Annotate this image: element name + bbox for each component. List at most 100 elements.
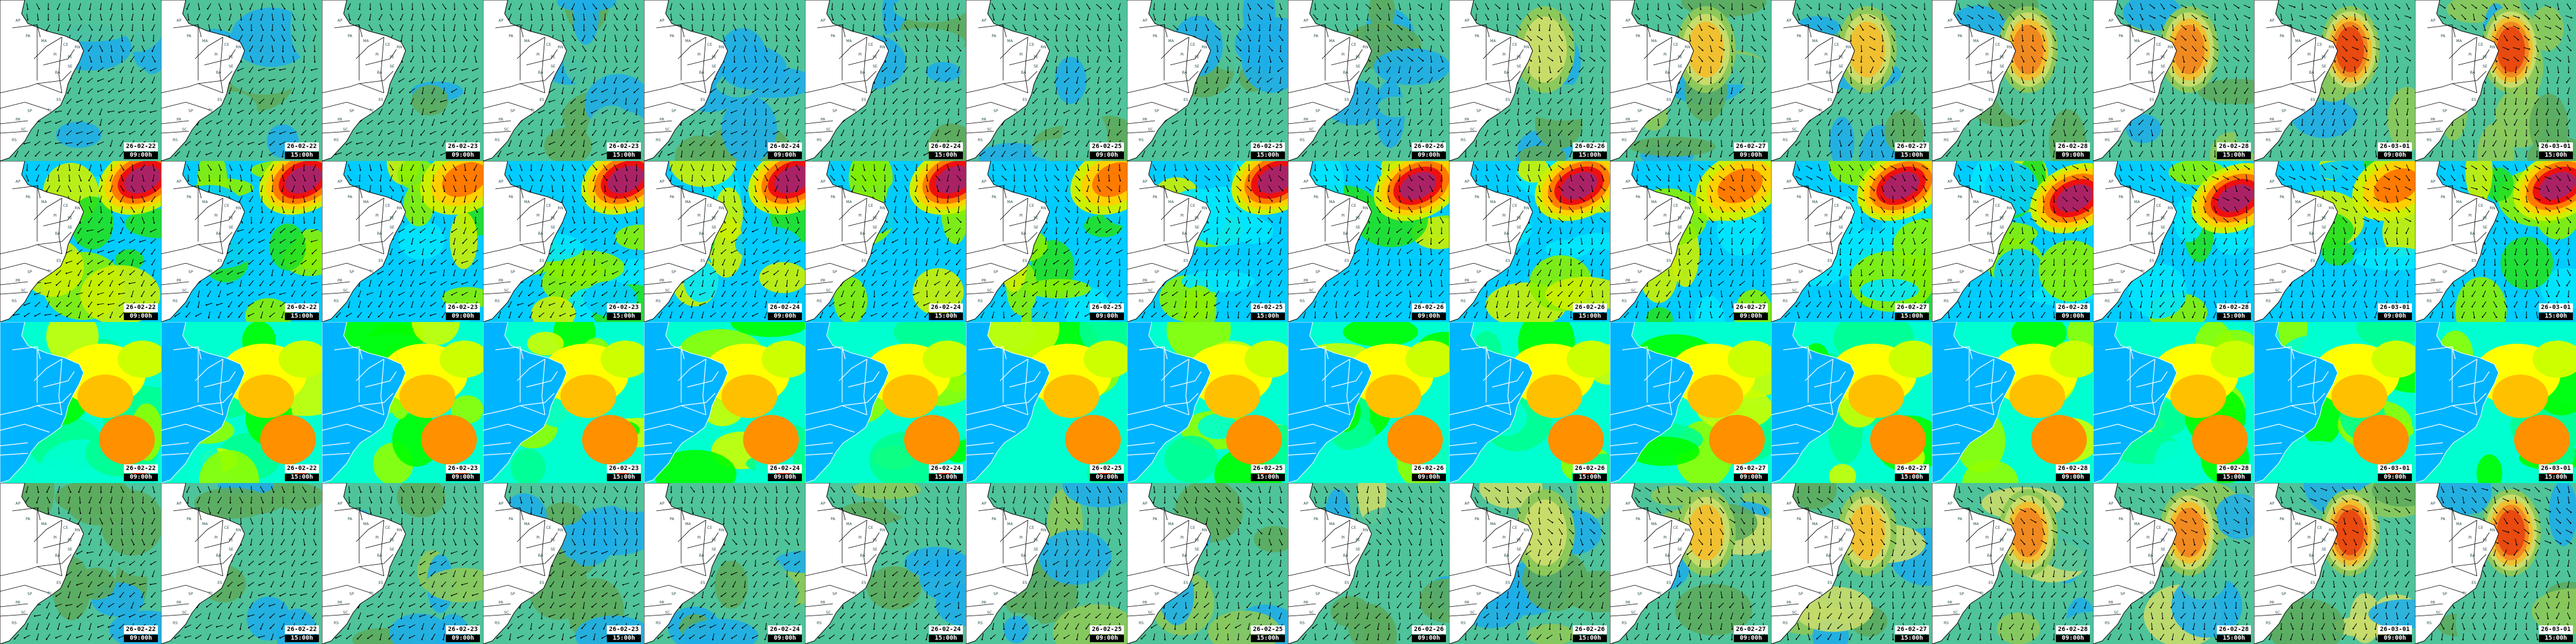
wind-arrow-head xyxy=(260,155,263,158)
wind-map-row-1-frame[interactable]: AP PA MA CE RN PI PE SE BA ES RJ SP PR SC RS 26-02-23 15… xyxy=(483,0,644,161)
wind-arrow-head xyxy=(98,134,100,136)
wind-arrow-head xyxy=(1548,155,1550,157)
wind-arrow xyxy=(1752,13,1754,20)
wind-arrow xyxy=(1312,141,1318,146)
wind-arrow xyxy=(936,66,939,72)
wind-arrow xyxy=(914,35,919,41)
wind-arrow xyxy=(451,89,458,92)
wind-arrow xyxy=(430,141,437,145)
state-label: ES xyxy=(56,98,61,102)
wind-arrow xyxy=(379,14,383,20)
wind-map-row-1-frame[interactable]: AP PA MA CE RN PI PE SE BA ES RJ SP PR SC RS 26-02-24 15… xyxy=(805,0,966,161)
wind-arrow-head xyxy=(927,61,929,63)
wind-arrow-head xyxy=(1432,28,1434,31)
state-label: PE xyxy=(1516,55,1521,59)
wind-arrow xyxy=(734,87,735,94)
wind-arrow-head xyxy=(315,19,317,20)
wind-arrow-head xyxy=(1551,59,1554,62)
wind-arrow-head xyxy=(603,124,605,126)
wind-arrow xyxy=(151,130,156,135)
wind-arrow xyxy=(1366,108,1370,115)
wind-arrow xyxy=(259,119,264,125)
wind-arrow xyxy=(88,98,93,104)
wind-map-row-1-frame[interactable]: AP PA MA CE RN PI PE SE BA ES RJ SP PR SC RS 26-02-26 15… xyxy=(1449,0,1610,161)
wind-arrow-head xyxy=(1637,8,1639,10)
wind-arrow xyxy=(1601,129,1604,136)
wind-arrow xyxy=(904,35,908,41)
wind-arrow xyxy=(623,77,629,82)
wind-arrow xyxy=(1053,14,1060,19)
wind-arrow-head xyxy=(356,154,358,156)
state-label: SC xyxy=(987,128,992,132)
wind-arrow xyxy=(292,66,295,72)
wind-arrow xyxy=(1225,119,1230,125)
wind-arrow-head xyxy=(713,29,715,32)
wind-arrow-head xyxy=(1487,8,1489,10)
wind-map-row-1-frame[interactable]: AP PA MA CE RN PI PE SE BA ES RJ SP PR SC RS 26-02-24 09… xyxy=(644,0,805,161)
wind-arrow xyxy=(185,141,191,146)
wind-arrow xyxy=(1277,109,1284,114)
wind-arrow-head xyxy=(219,19,221,21)
wind-arrow-head xyxy=(955,90,957,93)
wind-arrow-head xyxy=(1487,19,1489,20)
wind-arrow-head xyxy=(1338,7,1339,9)
wind-arrow xyxy=(119,131,125,134)
state-border xyxy=(1160,37,1190,59)
wind-arrow-head xyxy=(111,50,113,53)
wind-arrow xyxy=(411,129,414,136)
wind-map-row-1-frame[interactable]: AP PA MA CE RN PI PE SE BA ES RJ SP PR SC RS 26-02-22 15… xyxy=(161,0,322,161)
wind-arrow-head xyxy=(1172,144,1174,146)
state-label: AP xyxy=(337,19,342,23)
wind-arrow xyxy=(270,35,275,41)
wind-arrow-head xyxy=(1399,103,1401,105)
wind-arrow xyxy=(1216,56,1219,62)
wind-arrow-head xyxy=(131,29,133,32)
wind-arrow-head xyxy=(580,102,582,103)
wind-arrow-head xyxy=(139,70,142,72)
wind-arrow xyxy=(1225,25,1230,30)
wind-map-row-1-frame[interactable]: AP PA MA CE RN PI PE SE BA ES RJ SP PR SC RS 26-02-25 09… xyxy=(966,0,1127,161)
wind-map-row-1-frame[interactable]: AP PA MA CE RN PI PE SE BA ES RJ SP PR SC RS 26-02-22 09… xyxy=(0,0,161,161)
wind-arrow-head xyxy=(1438,81,1440,83)
wind-arrow-head xyxy=(753,71,755,73)
wind-arrow-head xyxy=(1105,112,1107,114)
state-label: SE xyxy=(872,64,877,69)
wind-arrow-head xyxy=(151,29,153,31)
wind-arrow-head xyxy=(528,123,530,125)
state-border xyxy=(322,83,385,94)
wind-arrow-head xyxy=(616,61,617,63)
wind-map-row-1-frame[interactable]: AP PA MA CE RN PI PE SE BA ES RJ SP PR SC RS 26-02-27 09… xyxy=(1610,0,1771,161)
wind-arrow xyxy=(1600,108,1605,115)
wind-arrow xyxy=(1152,140,1156,146)
wind-arrow-head xyxy=(301,113,303,115)
wind-arrow xyxy=(1345,24,1349,30)
wind-arrow-head xyxy=(118,90,120,92)
wind-map-row-1-frame[interactable]: AP PA MA CE RN PI PE SE BA ES RJ SP PR SC RS 26-02-25 15… xyxy=(1127,0,1288,161)
wind-arrow-head xyxy=(1358,19,1360,20)
wind-arrow xyxy=(1430,45,1432,52)
wind-arrow-head xyxy=(731,111,733,114)
state-label: SC xyxy=(1470,128,1475,132)
wind-arrow xyxy=(228,87,232,94)
wind-arrow-head xyxy=(1043,71,1046,73)
wind-arrow-head xyxy=(635,50,637,52)
wind-arrow-head xyxy=(1755,7,1757,9)
wind-arrow-head xyxy=(1335,155,1337,158)
wind-arrow-head xyxy=(260,40,262,42)
wind-arrow-head xyxy=(601,91,603,93)
wind-arrow xyxy=(882,120,888,124)
wind-arrow-head xyxy=(1398,92,1401,95)
wind-arrow-head xyxy=(1376,113,1378,115)
wind-map-row-1-frame[interactable]: AP PA MA CE RN PI PE SE BA ES RJ SP PR SC RS 26-02-26 09… xyxy=(1288,0,1449,161)
wind-arrow-head xyxy=(1409,145,1411,147)
wind-arrow-head xyxy=(76,133,78,134)
wind-arrow xyxy=(1002,3,1006,9)
wind-arrow-head xyxy=(905,61,907,63)
wind-arrow-head xyxy=(293,8,295,11)
wind-map-row-1-frame[interactable]: AP PA MA CE RN PI PE SE BA ES RJ SP PR SC RS 26-02-23 09… xyxy=(322,0,483,161)
wind-arrow-head xyxy=(1324,124,1326,126)
state-label: BA xyxy=(699,71,705,75)
wind-arrow-head xyxy=(945,81,947,83)
state-border xyxy=(1288,131,1316,134)
wind-arrow xyxy=(1398,150,1401,157)
